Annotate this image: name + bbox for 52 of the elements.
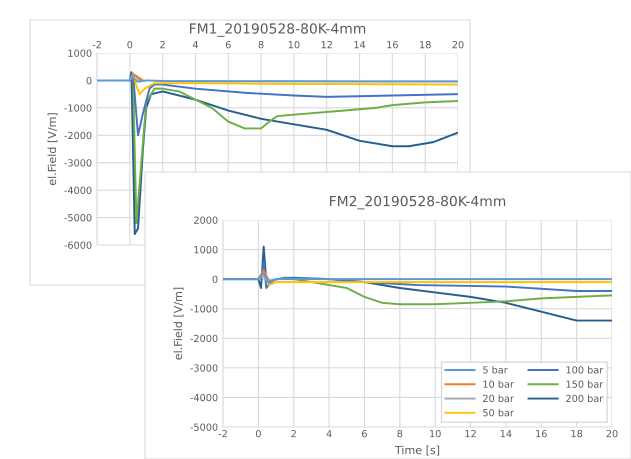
- y-axis-title: el.Field [V/m]: [174, 288, 184, 360]
- x-tick-label: 20: [606, 430, 618, 438]
- legend-label: 200 bar: [566, 394, 604, 402]
- x-tick-label: 12: [465, 430, 476, 438]
- x-tick-label: 0: [127, 40, 132, 48]
- y-tick-label: -5000: [190, 423, 218, 431]
- x-tick-label: 18: [572, 430, 582, 438]
- y-tick-label: -6000: [64, 241, 92, 249]
- x-tick-label: -2: [218, 430, 227, 438]
- x-tick-label: 8: [258, 40, 264, 48]
- chart-title: FM2_20190528-80K-4mm: [330, 196, 506, 210]
- legend-label: 5 bar: [483, 366, 508, 374]
- x-axis-title: Time [s]: [394, 446, 440, 456]
- x-tick-label: 4: [326, 430, 332, 438]
- y-tick-label: 0: [86, 76, 92, 84]
- x-tick-label: 2: [160, 40, 165, 48]
- x-tick-label: 4: [192, 41, 198, 48]
- y-tick-label: -3000: [64, 159, 92, 167]
- y-tick-label: -1000: [190, 305, 218, 313]
- y-tick-label: 1000: [68, 49, 92, 57]
- y-tick-label: -2000: [190, 334, 218, 342]
- x-tick-label: 14: [354, 41, 366, 48]
- legend-label: 100 bar: [566, 366, 604, 374]
- y-tick-label: 1000: [194, 246, 218, 254]
- legend-label: 50 bar: [483, 408, 514, 416]
- y-tick-label: -4000: [190, 394, 218, 402]
- x-tick-label: 8: [397, 430, 402, 438]
- x-tick-label: 16: [536, 430, 547, 438]
- legend-label: 20 bar: [483, 394, 514, 402]
- chart-title: FM1_20190528-80K-4mm: [190, 23, 366, 37]
- x-tick-label: 6: [362, 430, 367, 438]
- y-tick-label: 2000: [194, 216, 218, 224]
- x-tick-label: 10: [288, 40, 300, 48]
- x-tick-label: 12: [322, 40, 332, 48]
- x-tick-label: 14: [500, 430, 512, 438]
- x-tick-label: 2: [291, 430, 296, 438]
- y-tick-label: 0: [212, 276, 218, 283]
- x-tick-label: 0: [256, 430, 261, 438]
- y-tick-label: -1000: [64, 104, 92, 112]
- y-tick-label: -3000: [190, 364, 218, 372]
- y-tick-label: -2000: [64, 132, 92, 140]
- x-tick-label: -2: [92, 40, 101, 48]
- y-tick-label: -5000: [64, 214, 92, 222]
- x-tick-label: 18: [420, 40, 431, 48]
- y-tick-label: -4000: [64, 186, 92, 194]
- x-tick-label: 20: [452, 40, 464, 48]
- y-axis-title: el.Field [V/m]: [48, 113, 58, 186]
- x-tick-label: 16: [387, 40, 398, 48]
- x-tick-label: 10: [430, 430, 441, 438]
- x-tick-label: 6: [226, 40, 231, 48]
- legend-label: 10 bar: [483, 380, 514, 388]
- legend-label: 150 bar: [566, 380, 604, 388]
